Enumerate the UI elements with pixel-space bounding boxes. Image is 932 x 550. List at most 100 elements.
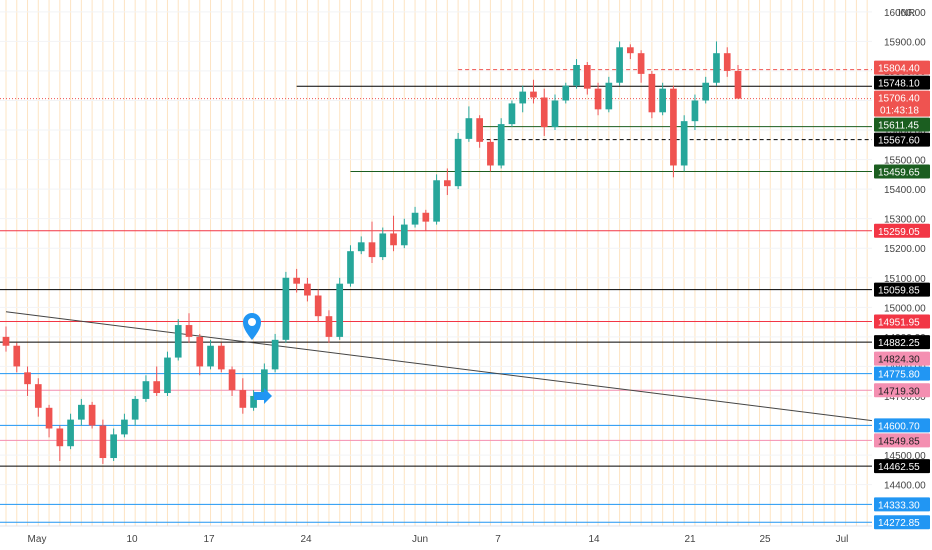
candle-body <box>13 345 21 367</box>
candle <box>196 333 204 376</box>
candle-body <box>121 419 128 435</box>
price-badge-box <box>874 515 930 530</box>
candle-body <box>56 428 64 447</box>
candle <box>142 375 150 402</box>
candle-body <box>347 251 354 284</box>
candle <box>411 206 419 228</box>
candle <box>56 425 64 461</box>
price-badge: 15567.60 <box>874 132 930 147</box>
candle-body <box>24 372 31 385</box>
candle <box>444 168 451 196</box>
candle <box>594 82 602 116</box>
candle <box>573 59 580 89</box>
candle-body <box>400 224 408 246</box>
price-badge-label: 14600.70 <box>878 421 920 432</box>
candle-body <box>110 434 117 459</box>
candle-body <box>573 65 580 86</box>
candle <box>659 82 666 116</box>
candle <box>433 174 440 225</box>
price-badge: 14333.30 <box>874 497 930 512</box>
price-badge-box <box>874 164 930 179</box>
price-badge-box <box>874 117 930 132</box>
price-badge-box <box>874 282 930 297</box>
price-badge-label: 15748.10 <box>878 79 920 90</box>
candle-body <box>659 88 666 113</box>
candle <box>121 413 128 438</box>
time-tick: 21 <box>684 534 696 545</box>
candle <box>519 85 527 113</box>
candle-body <box>583 65 591 89</box>
price-badge-box <box>874 90 930 117</box>
price-badge-label: 14951.95 <box>878 318 920 329</box>
price-badge-label: 14333.30 <box>878 500 920 511</box>
candle-body <box>691 100 699 122</box>
price-badge: 15059.85 <box>874 282 930 297</box>
candle <box>336 277 344 340</box>
price-badge-box <box>874 383 930 398</box>
candle <box>88 401 96 429</box>
candle-body <box>390 233 397 246</box>
candle-body <box>648 73 656 113</box>
price-badge: 14824.30 <box>874 351 930 366</box>
candle-body <box>670 88 677 166</box>
candle <box>164 351 171 396</box>
candle <box>304 277 311 302</box>
price-tick: 14700.00 <box>884 392 926 403</box>
price-badge-box <box>874 314 930 329</box>
candle <box>357 236 365 255</box>
trendline-layer <box>5 311 873 422</box>
candle-body <box>304 283 311 296</box>
candle <box>185 313 193 343</box>
price-badge-label: 15059.85 <box>878 286 920 297</box>
candle-body <box>261 369 268 396</box>
candle-body <box>637 53 645 74</box>
price-badge: 14549.85 <box>874 433 930 448</box>
candle-body <box>562 85 570 101</box>
candle-body <box>239 390 247 408</box>
price-badge-label: 14882.25 <box>878 338 920 349</box>
candle-body <box>164 357 171 394</box>
price-tick: 15900.00 <box>884 37 926 48</box>
price-badge: 14775.80 <box>874 366 930 381</box>
candle <box>476 115 483 148</box>
candle-body <box>422 212 430 222</box>
candle-body <box>627 47 634 54</box>
candle-body <box>723 53 731 71</box>
candle <box>45 404 53 438</box>
candle <box>2 326 10 352</box>
right-arrow-icon[interactable] <box>254 388 272 404</box>
candle-body <box>293 277 300 284</box>
candle <box>454 132 462 190</box>
candle <box>422 209 430 231</box>
candle <box>605 76 613 113</box>
price-badge: 14951.95 <box>874 314 930 329</box>
candle <box>347 245 354 287</box>
candle-body <box>185 325 193 337</box>
price-badge-label: 14462.55 <box>878 462 920 473</box>
candle <box>13 342 21 373</box>
price-badges: 15804.4015748.1015706.4001:43:1815611.45… <box>874 60 930 530</box>
candle <box>250 390 257 411</box>
candle <box>465 106 473 142</box>
time-axis[interactable]: May 10 17 24 Jun 7 14 21 25 Jul <box>0 525 872 550</box>
price-badge-box <box>874 132 930 147</box>
candle-body <box>680 121 688 166</box>
countdown-label: 01:43:18 <box>880 106 919 117</box>
price-badge: 14462.55 <box>874 459 930 474</box>
candle <box>648 70 656 119</box>
candle-body <box>616 47 623 83</box>
location-pin-icon[interactable] <box>243 313 261 340</box>
candle-body <box>551 100 559 128</box>
candle <box>487 138 494 172</box>
candle <box>637 50 645 83</box>
time-tick: 14 <box>588 534 600 545</box>
price-tick: 14500.00 <box>884 451 926 462</box>
candle-body <box>497 124 505 166</box>
candle-body <box>530 91 537 98</box>
candle <box>325 310 333 343</box>
time-tick: 7 <box>495 534 501 545</box>
candle <box>131 395 139 426</box>
